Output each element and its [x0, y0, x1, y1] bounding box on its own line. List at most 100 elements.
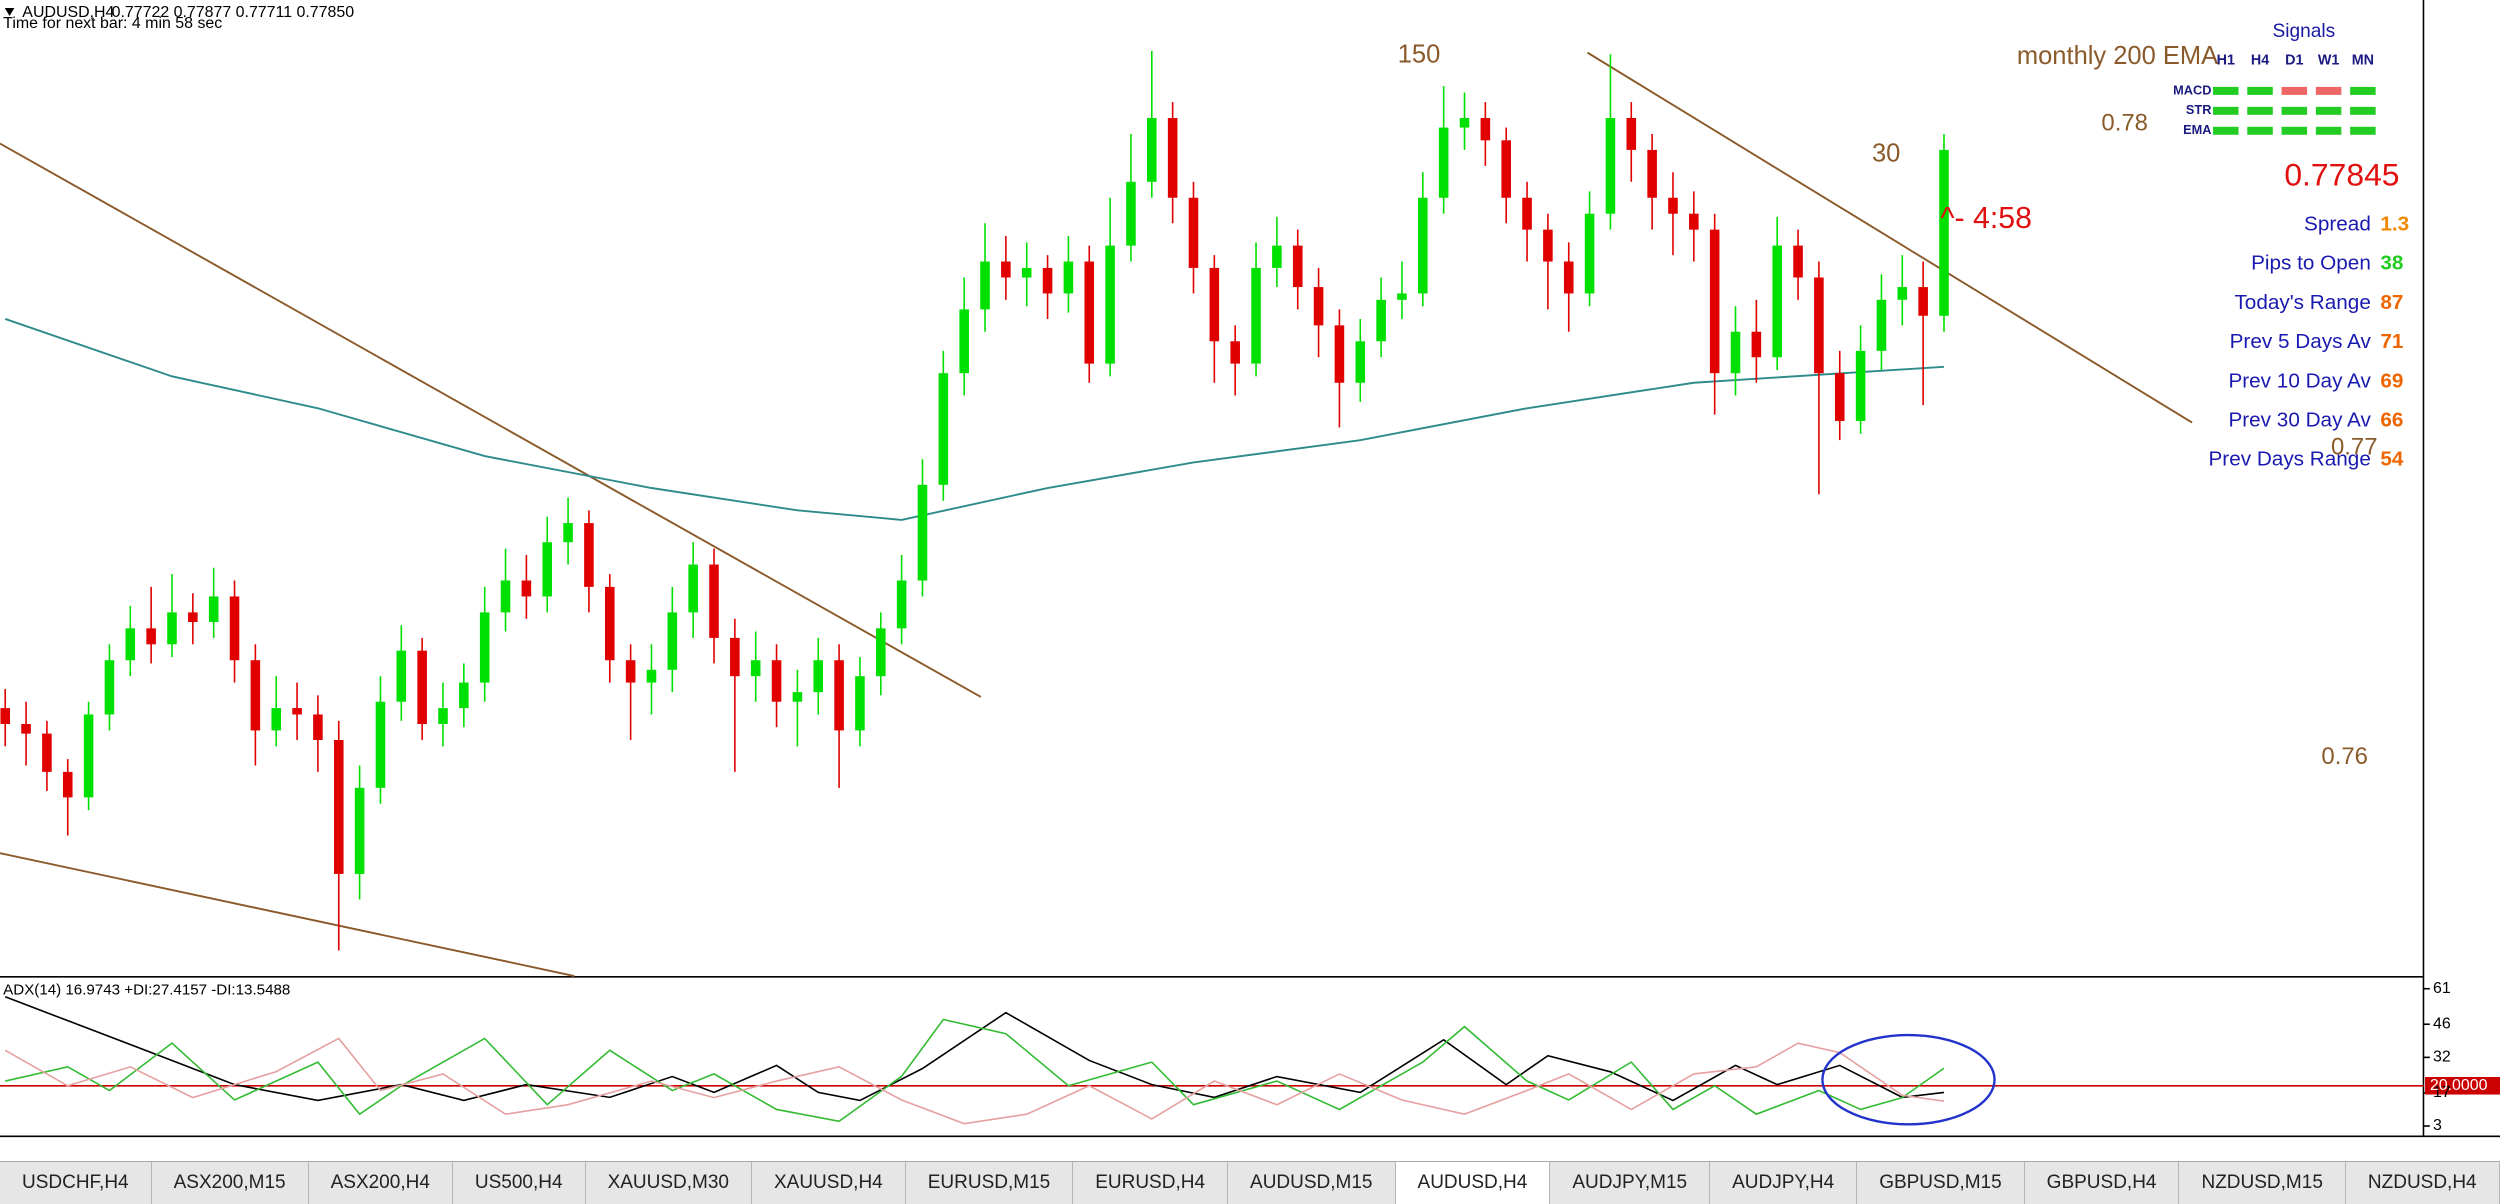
labels: 61 46 32 17 3 20.0000 Signals H1 H4 D1 W1 MN MACD STR…: [2173, 21, 2487, 1134]
candle-body: [500, 580, 511, 613]
candle-body: [813, 660, 824, 693]
candle-body: [667, 612, 678, 670]
signal-dash: [2213, 126, 2239, 135]
candle-body: [1751, 331, 1762, 358]
stat-value: 1.3: [2380, 212, 2409, 235]
candle-body: [438, 708, 448, 725]
highlight-ellipse: [1821, 1033, 1996, 1126]
signal-dash: [2315, 106, 2342, 115]
tab[interactable]: AUDUSD,H4: [1395, 1162, 1551, 1204]
signal-name: STR: [2186, 102, 2211, 117]
candle-body: [646, 669, 657, 683]
annotation: 0.78: [2101, 110, 2148, 137]
indicator-title: ADX(14) 16.9743 +DI:27.4157 -DI:13.5488: [3, 981, 290, 998]
candle-body: [771, 660, 782, 702]
candle-body: [584, 523, 594, 587]
stat-label: Pips to Open: [2251, 252, 2371, 275]
candle-body: [876, 628, 886, 677]
candle-body: [1147, 118, 1157, 182]
candle-body: [271, 708, 282, 731]
candle-body: [313, 714, 323, 740]
candle-body: [834, 660, 844, 731]
indicator-line: [4, 1037, 1945, 1125]
tab[interactable]: AUDJPY,M15: [1550, 1162, 1711, 1204]
candle-body: [563, 523, 573, 543]
stat-label: Spread: [2304, 212, 2371, 235]
trendline: [0, 142, 982, 698]
annotation: 0.76: [2321, 743, 2368, 770]
candle-body: [1563, 261, 1574, 294]
candle-body: [604, 586, 615, 661]
signal-name: EMA: [2183, 122, 2211, 137]
stat-label: Today's Range: [2234, 291, 2370, 314]
y-tick-label: 17: [2433, 1084, 2451, 1101]
signal-dash: [2281, 86, 2308, 95]
candle-body: [1709, 229, 1720, 374]
candle-body: [1438, 127, 1449, 198]
candle-body: [250, 660, 261, 731]
marks: [0, 51, 2500, 1125]
tab[interactable]: EURUSD,H4: [1073, 1162, 1229, 1204]
candle-body: [1334, 325, 1345, 383]
candle-body: [1668, 197, 1678, 214]
candle-body: [730, 637, 740, 677]
indicator-line: [5, 1018, 1945, 1123]
stat-label: Prev 10 Day Av: [2228, 369, 2371, 392]
candle-body: [542, 542, 553, 597]
timeframe: MN: [2352, 52, 2374, 68]
tab[interactable]: AUDJPY,H4: [1710, 1162, 1858, 1204]
candle-body: [1251, 267, 1261, 364]
candle-body: [104, 660, 115, 715]
candle-body: [1230, 341, 1240, 364]
tab[interactable]: US500,H4: [453, 1162, 586, 1204]
candle-body: [396, 650, 407, 702]
tab[interactable]: NZDUSD,H4: [2346, 1162, 2500, 1204]
tab[interactable]: NZDUSD,M15: [2179, 1162, 2346, 1204]
candle-body: [375, 701, 386, 788]
tab[interactable]: GBPUSD,M15: [1857, 1162, 2025, 1204]
candle-body: [292, 708, 302, 715]
tab[interactable]: XAUUSD,H4: [752, 1162, 906, 1204]
annotation: 30: [1872, 139, 1900, 167]
candle-body: [1105, 245, 1115, 364]
stat-label: Prev Days Range: [2208, 448, 2370, 471]
signal-dash: [2315, 126, 2342, 135]
signal-dash: [2315, 86, 2342, 95]
candle-body: [1063, 261, 1074, 294]
tab[interactable]: ASX200,H4: [309, 1162, 453, 1204]
menu-icon[interactable]: [4, 7, 15, 16]
candle-body: [188, 612, 198, 622]
stat-value: 38: [2380, 252, 2403, 275]
candle-body: [1001, 261, 1011, 278]
tab[interactable]: GBPUSD,H4: [2025, 1162, 2180, 1204]
candle-body: [62, 771, 73, 798]
signal-name: MACD: [2173, 82, 2211, 97]
candle-body: [42, 733, 52, 772]
candle-body: [1793, 245, 1803, 278]
tab[interactable]: XAUUSD,M30: [586, 1162, 752, 1204]
candle-body: [1897, 287, 1908, 300]
tab[interactable]: ASX200,M15: [152, 1162, 309, 1204]
candle-body: [1834, 373, 1845, 422]
candle-body: [459, 682, 469, 709]
annotation: 150: [1398, 41, 1441, 69]
tab[interactable]: EURUSD,M15: [906, 1162, 1074, 1204]
candle-body: [1313, 287, 1324, 326]
candle-body: [1355, 341, 1366, 383]
tab[interactable]: AUDUSD,M15: [1228, 1162, 1396, 1204]
candle-body: [229, 596, 240, 661]
candle-body: [1272, 245, 1282, 268]
candle-body: [1814, 277, 1824, 374]
candle-body: [1876, 299, 1887, 351]
y-tick-label: 32: [2433, 1049, 2451, 1066]
candle-body: [1188, 197, 1199, 268]
tab[interactable]: USDCHF,H4: [0, 1162, 152, 1204]
candle-body: [0, 708, 10, 725]
candle-body: [938, 373, 949, 485]
candle-body: [208, 596, 219, 622]
signal-dash: [2350, 86, 2376, 95]
candle-body: [1522, 197, 1532, 230]
stat-label: Prev 5 Days Av: [2230, 330, 2372, 353]
annotation: 0.77: [2331, 433, 2378, 460]
annotation: ^- 4:58: [1940, 202, 2032, 235]
